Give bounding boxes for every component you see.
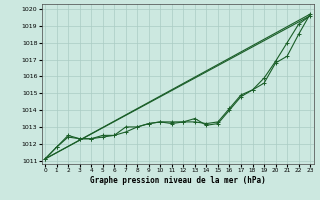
X-axis label: Graphe pression niveau de la mer (hPa): Graphe pression niveau de la mer (hPa) xyxy=(90,176,266,185)
